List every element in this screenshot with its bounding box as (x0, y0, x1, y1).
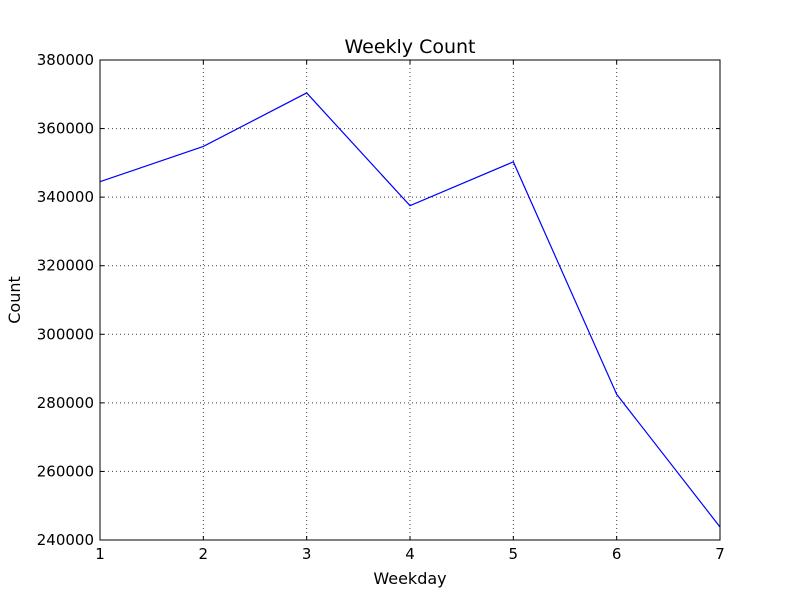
y-tick-label: 240000 (37, 531, 94, 549)
y-tick-label: 260000 (37, 462, 94, 480)
x-axis-label: Weekday (373, 569, 446, 588)
x-tick-label: 4 (405, 545, 415, 563)
y-axis-label: Count (5, 276, 24, 324)
series-line (99, 92, 721, 528)
y-tick-label: 340000 (37, 188, 94, 206)
x-tick-label: 7 (715, 545, 725, 563)
plot-frame (99, 59, 721, 541)
y-tick-label: 320000 (37, 257, 94, 275)
x-tick-label: 6 (612, 545, 622, 563)
y-tick-label: 300000 (37, 325, 94, 343)
y-tick-label: 360000 (37, 120, 94, 138)
series-lines (99, 92, 721, 528)
grid-lines (100, 60, 720, 540)
x-tick-label: 3 (302, 545, 312, 563)
x-tick-label: 1 (95, 545, 105, 563)
chart-title: Weekly Count (344, 36, 475, 58)
y-tick-label: 380000 (37, 51, 94, 69)
x-tick-label: 2 (199, 545, 209, 563)
x-tick-label: 5 (509, 545, 519, 563)
y-tick-label: 280000 (37, 394, 94, 412)
tick-labels: 1 2 3 4 5 6 7 240000 260000 280000 300000 320000 340… (37, 51, 725, 563)
